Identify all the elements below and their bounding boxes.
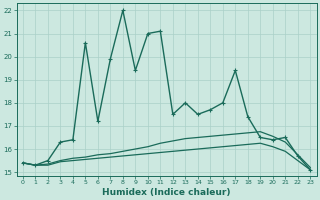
X-axis label: Humidex (Indice chaleur): Humidex (Indice chaleur) bbox=[102, 188, 231, 197]
